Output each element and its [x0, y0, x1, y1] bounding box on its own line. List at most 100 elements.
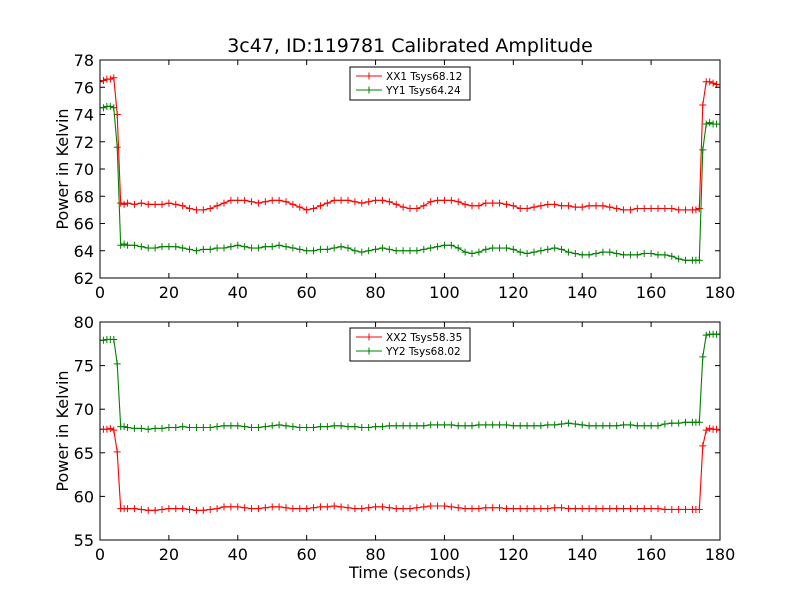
data-point-marker — [440, 196, 448, 204]
data-point-marker — [620, 421, 628, 429]
data-point-marker — [713, 425, 720, 433]
data-point-marker — [571, 505, 579, 513]
data-point-marker — [337, 503, 345, 511]
data-point-marker — [585, 251, 593, 259]
legend-label: XX1 Tsys68.12 — [386, 71, 462, 83]
data-point-marker — [633, 505, 641, 513]
data-point-marker — [330, 422, 338, 430]
data-point-marker — [289, 505, 297, 513]
data-point-marker — [227, 196, 235, 204]
data-point-marker — [100, 336, 107, 344]
data-point-marker — [289, 423, 297, 431]
x-tick-label: 140 — [567, 545, 598, 564]
data-point-marker — [289, 200, 297, 208]
x-tick-label: 160 — [636, 283, 667, 302]
data-point-marker — [275, 241, 283, 249]
data-point-marker — [113, 448, 121, 456]
data-point-marker — [399, 247, 407, 255]
data-point-marker — [106, 102, 114, 110]
data-point-marker — [296, 203, 304, 211]
data-point-marker — [344, 504, 352, 512]
data-point-marker — [303, 424, 311, 432]
data-point-marker — [606, 505, 614, 513]
data-point-marker — [647, 422, 655, 430]
data-point-marker — [682, 206, 690, 214]
data-point-marker — [434, 196, 442, 204]
data-point-marker — [702, 426, 710, 434]
data-point-marker — [571, 420, 579, 428]
data-point-marker — [179, 244, 187, 252]
data-point-marker — [502, 421, 510, 429]
y-tick-label: 70 — [74, 400, 94, 419]
data-point-marker — [716, 330, 720, 338]
data-point-marker — [124, 199, 132, 207]
legend: XX2 Tsys58.35 YY2 Tsys68.02 — [349, 327, 471, 362]
data-point-marker — [668, 252, 676, 260]
data-point-marker — [454, 422, 462, 430]
data-point-marker — [454, 198, 462, 206]
data-point-marker — [496, 504, 504, 512]
data-point-marker — [344, 423, 352, 431]
data-point-marker — [137, 199, 145, 207]
data-point-marker — [358, 505, 366, 513]
data-point-marker — [241, 196, 249, 204]
data-point-marker — [516, 422, 524, 430]
data-point-marker — [654, 422, 662, 430]
data-point-marker — [454, 244, 462, 252]
data-point-marker — [585, 202, 593, 210]
data-point-marker — [234, 422, 242, 430]
data-point-marker — [626, 206, 634, 214]
data-point-marker — [558, 504, 566, 512]
data-point-marker — [310, 504, 318, 512]
data-point-marker — [523, 205, 531, 213]
y-tick-label: 60 — [74, 487, 94, 506]
data-point-marker — [675, 206, 683, 214]
data-point-marker — [106, 424, 114, 432]
data-point-marker — [537, 202, 545, 210]
data-point-marker — [261, 423, 269, 431]
data-point-marker — [427, 502, 435, 510]
data-point-marker — [633, 205, 641, 213]
data-point-marker — [337, 196, 345, 204]
x-tick-label: 0 — [95, 545, 105, 564]
data-point-marker — [706, 424, 714, 432]
bottom-subplot: 0 20 40 60 80 100 120 140 160 180 55 60 65 70 75 80 Powe… — [53, 313, 735, 582]
data-point-marker — [434, 421, 442, 429]
data-point-marker — [227, 243, 235, 251]
x-tick-label: 60 — [296, 283, 316, 302]
data-point-marker — [137, 424, 145, 432]
data-point-marker — [682, 418, 690, 426]
data-point-marker — [399, 505, 407, 513]
data-point-marker — [165, 199, 173, 207]
data-point-marker — [523, 249, 531, 257]
data-point-marker — [392, 505, 400, 513]
data-point-marker — [330, 244, 338, 252]
data-point-marker — [100, 104, 107, 112]
data-point-marker — [275, 421, 283, 429]
top-subplot: 0 20 40 60 80 100 120 140 160 180 62 64 66 68 70 72 74 76… — [53, 51, 735, 302]
data-point-marker — [227, 422, 235, 430]
data-point-marker — [461, 422, 469, 430]
data-point-marker — [496, 199, 504, 207]
data-point-marker — [392, 247, 400, 255]
data-point-marker — [323, 423, 331, 431]
data-point-marker — [427, 244, 435, 252]
data-point-marker — [599, 202, 607, 210]
data-point-marker — [192, 247, 200, 255]
data-point-marker — [502, 244, 510, 252]
data-point-marker — [303, 247, 311, 255]
data-point-marker — [695, 256, 703, 264]
data-point-marker — [254, 199, 262, 207]
data-point-marker — [434, 243, 442, 251]
data-point-marker — [516, 505, 524, 513]
data-point-marker — [282, 198, 290, 206]
data-point-marker — [113, 360, 121, 368]
data-point-marker — [220, 503, 228, 511]
data-point-marker — [413, 205, 421, 213]
chart-title: 3c47, ID:119781 Calibrated Amplitude — [227, 35, 593, 57]
data-point-marker — [695, 205, 703, 213]
x-tick-label: 180 — [705, 283, 736, 302]
data-point-marker — [544, 421, 552, 429]
data-point-marker — [351, 423, 359, 431]
